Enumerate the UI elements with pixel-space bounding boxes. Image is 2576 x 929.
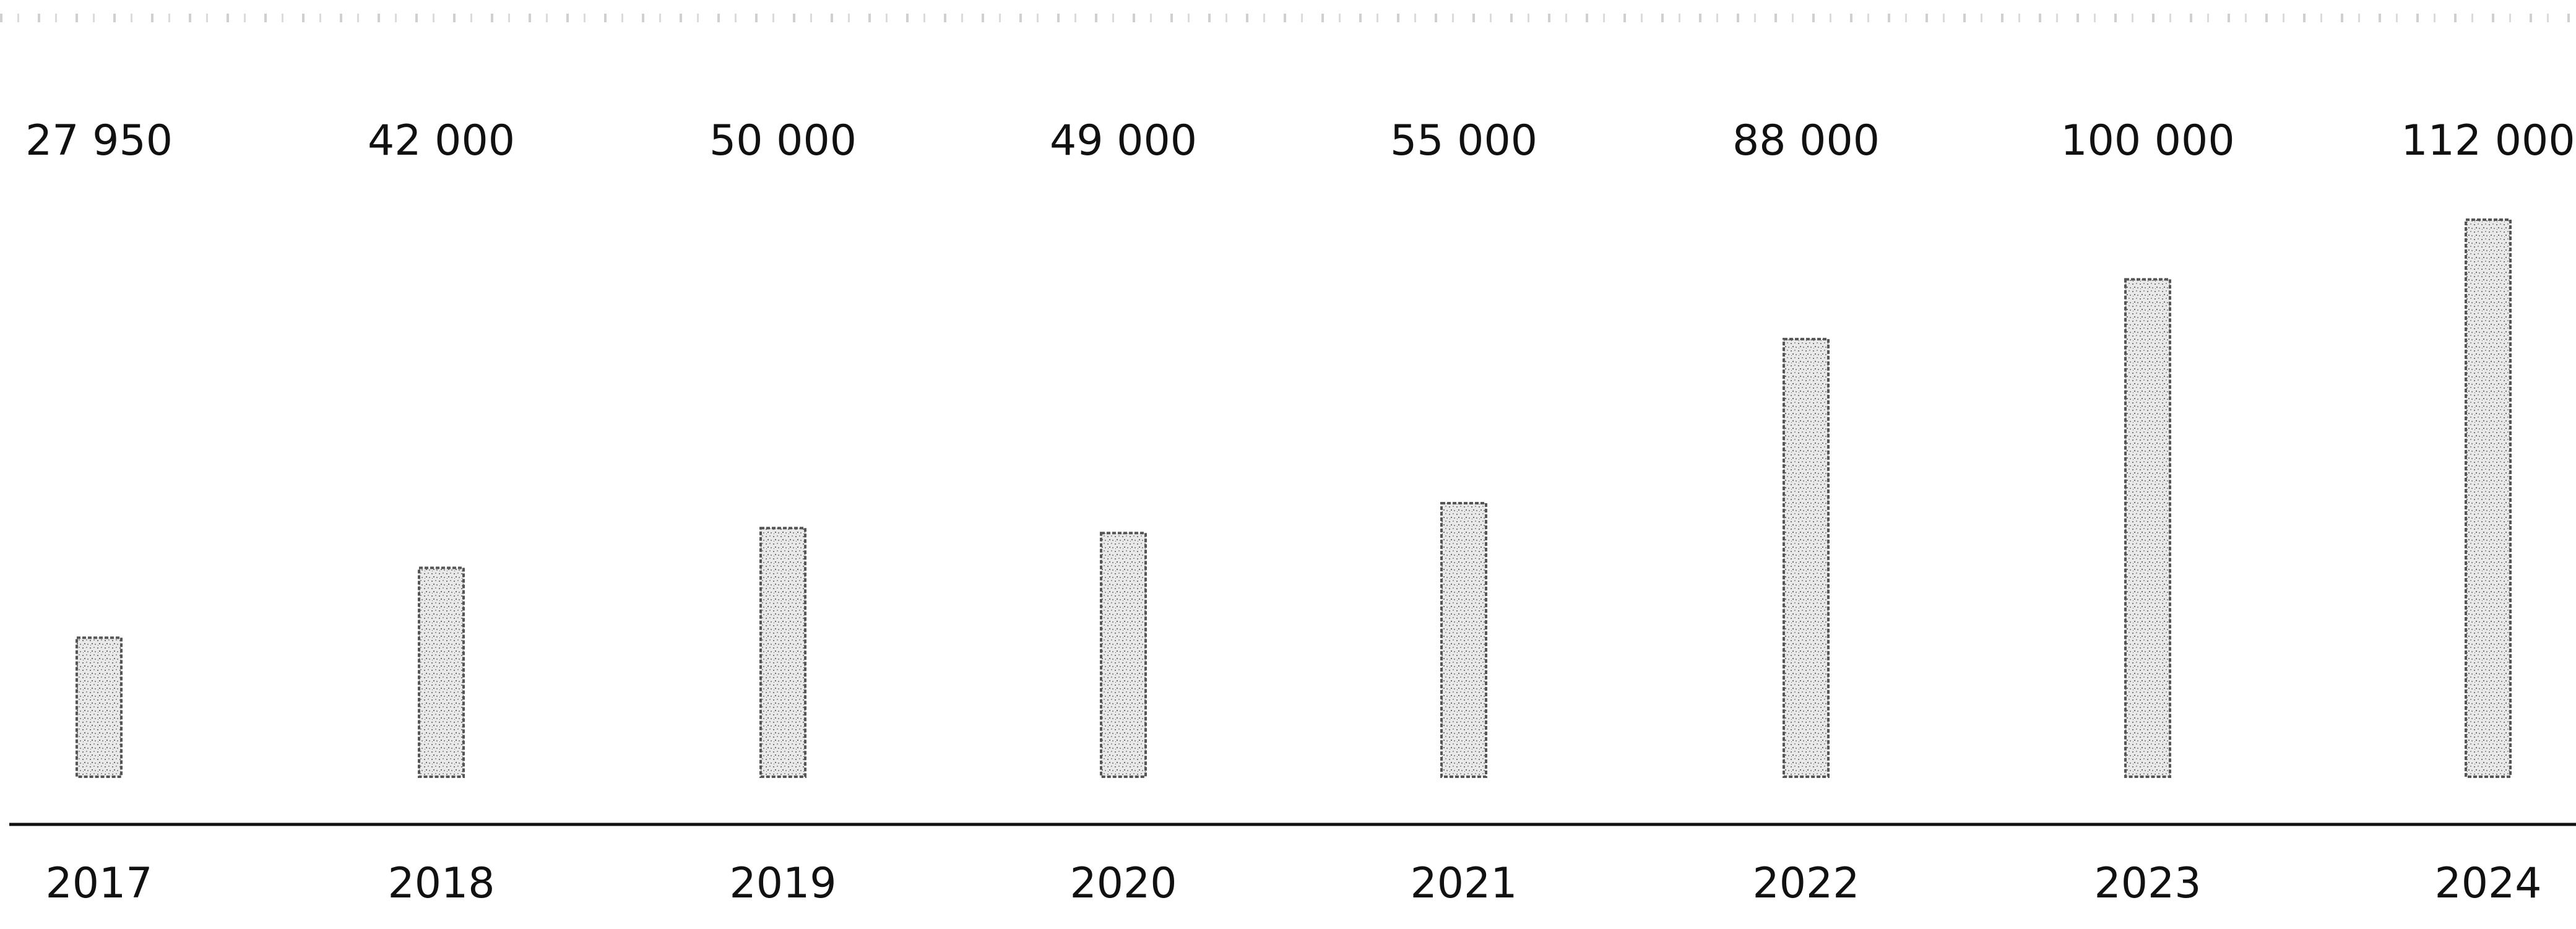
bar-2024 [2465, 218, 2512, 778]
category-label-2022: 2022 [1752, 859, 1859, 908]
value-label-2023: 100 000 [2060, 116, 2234, 165]
category-label-2018: 2018 [387, 859, 495, 908]
value-label-2022: 88 000 [1732, 116, 1880, 165]
bar-2020 [1100, 532, 1147, 778]
bar-2017 [76, 636, 123, 778]
scan-noise-strip [0, 14, 2576, 22]
bar-2021 [1440, 502, 1487, 778]
bar-2018 [418, 566, 465, 778]
bar-2022 [1783, 337, 1830, 778]
value-label-2024: 112 000 [2401, 116, 2575, 165]
category-label-2024: 2024 [2434, 859, 2541, 908]
category-label-2017: 2017 [45, 859, 152, 908]
value-label-2021: 55 000 [1390, 116, 1537, 165]
category-label-2020: 2020 [1070, 859, 1177, 908]
value-label-2018: 42 000 [368, 116, 515, 165]
bar-2023 [2124, 278, 2171, 778]
value-label-2019: 50 000 [709, 116, 857, 165]
value-label-2020: 49 000 [1050, 116, 1197, 165]
category-label-2021: 2021 [1410, 859, 1517, 908]
bar-2019 [759, 527, 806, 778]
category-label-2019: 2019 [729, 859, 836, 908]
value-label-2017: 27 950 [25, 116, 173, 165]
category-label-2023: 2023 [2094, 859, 2201, 908]
bars-layer [76, 218, 2512, 778]
labels-layer: 27 950 42 000 50 000 49 000 55 000 88 000 100 … [25, 116, 2575, 908]
